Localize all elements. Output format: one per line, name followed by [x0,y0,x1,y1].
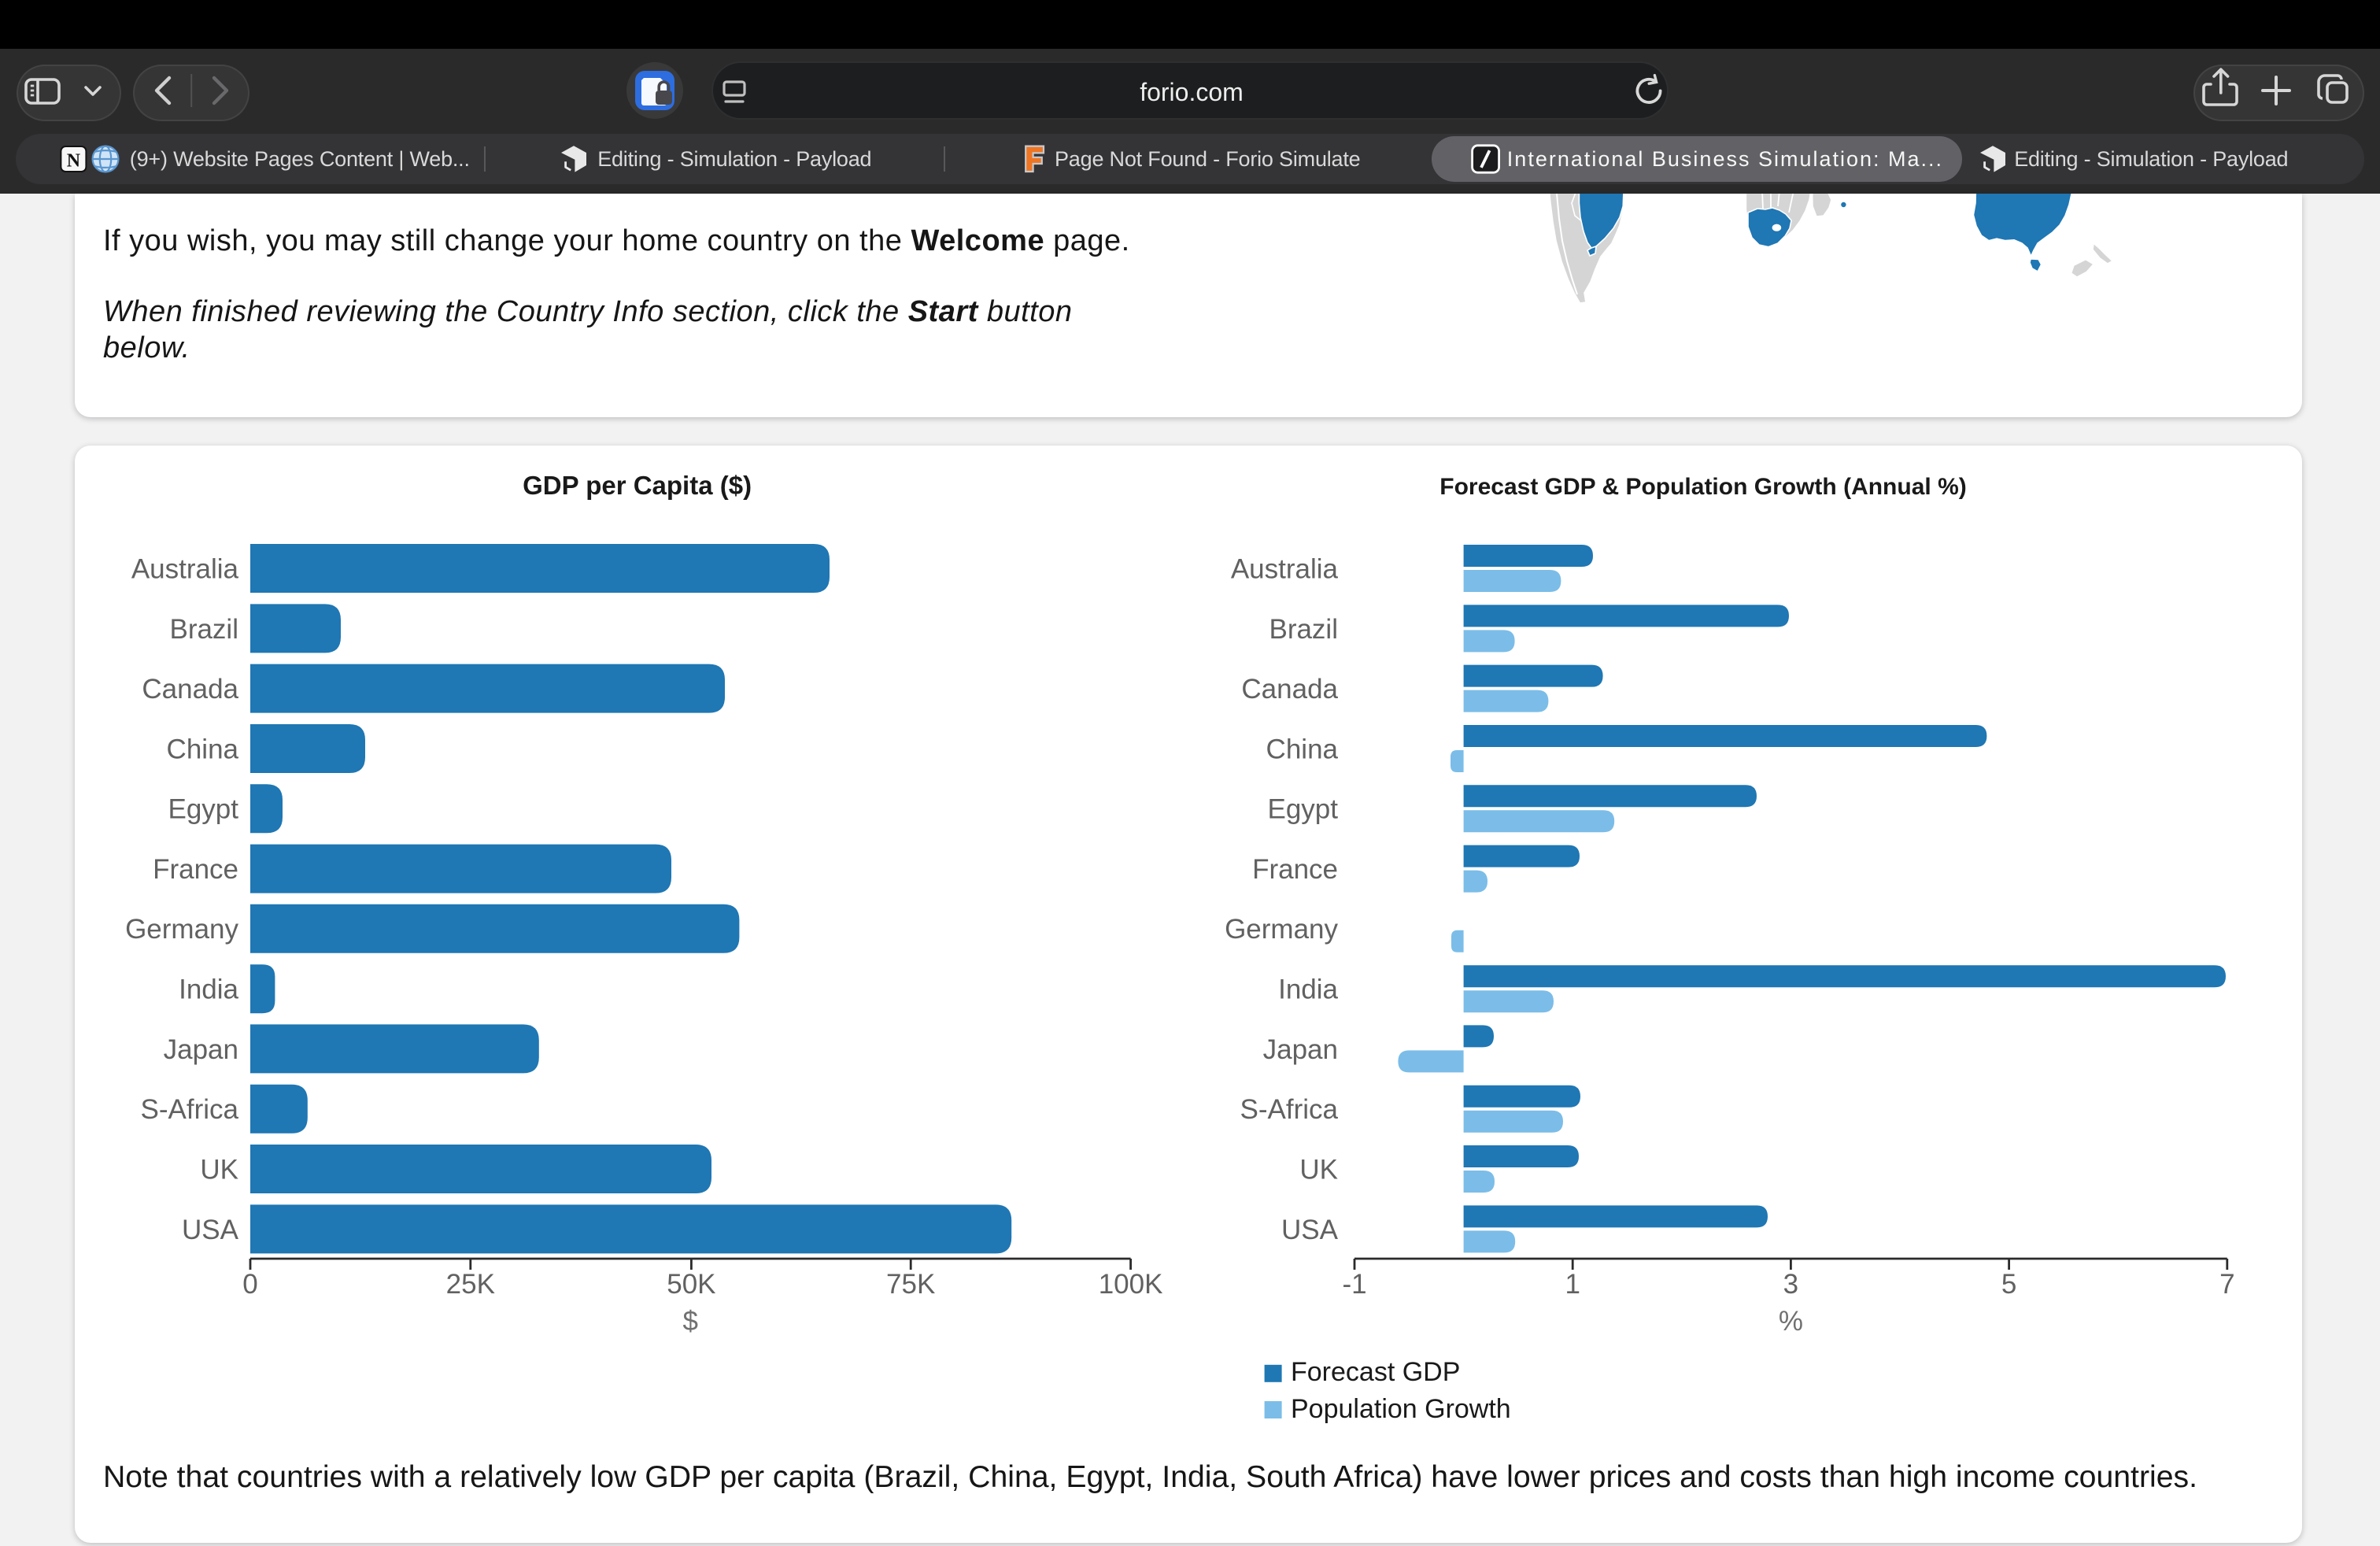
svg-text:China: China [167,734,239,764]
svg-text:Australia: Australia [1231,553,1339,584]
svg-text:France: France [1252,854,1338,885]
svg-text:Australia: Australia [131,553,239,584]
svg-text:Germany: Germany [1225,914,1338,945]
svg-text:Egypt: Egypt [168,794,239,825]
svg-text:1: 1 [1565,1269,1580,1300]
svg-text:25K: 25K [446,1269,495,1300]
svg-text:Population Growth: Population Growth [1291,1394,1511,1424]
svg-text:China: China [1266,734,1339,764]
svg-text:-1: -1 [1342,1269,1366,1300]
svg-text:Germany: Germany [125,914,238,945]
svg-text:India: India [179,975,238,1005]
svg-text:France: France [153,854,238,885]
svg-text:Brazil: Brazil [1269,614,1338,645]
svg-text:50K: 50K [667,1269,715,1300]
svg-text:75K: 75K [886,1269,935,1300]
svg-text:Canada: Canada [1241,674,1338,705]
svg-text:Forecast GDP: Forecast GDP [1291,1357,1460,1387]
svg-text:%: % [1779,1306,1803,1337]
svg-text:S-Africa: S-Africa [1240,1094,1339,1125]
svg-text:Japan: Japan [1263,1034,1338,1065]
svg-text:USA: USA [182,1215,239,1245]
svg-text:Note that countries with a rel: Note that countries with a relatively lo… [103,1460,2197,1494]
svg-text:7: 7 [2219,1269,2234,1300]
svg-text:$: $ [682,1306,697,1337]
svg-text:0: 0 [242,1269,257,1300]
svg-text:India: India [1278,975,1338,1005]
svg-text:UK: UK [200,1155,238,1185]
svg-text:5: 5 [2001,1269,2016,1300]
svg-text:100K: 100K [1099,1269,1163,1300]
svg-text:Canada: Canada [142,674,238,705]
svg-text:GDP per Capita ($): GDP per Capita ($) [523,471,752,500]
svg-text:Forecast GDP & Population Grow: Forecast GDP & Population Growth (Annual… [1439,474,1966,500]
svg-text:S-Africa: S-Africa [141,1094,239,1125]
svg-text:N: N [67,151,81,172]
svg-text:Brazil: Brazil [169,614,238,645]
svg-text:UK: UK [1299,1155,1338,1185]
svg-text:Japan: Japan [164,1034,238,1065]
svg-text:3: 3 [1783,1269,1798,1300]
svg-text:Egypt: Egypt [1268,794,1339,825]
svg-text:USA: USA [1281,1215,1339,1245]
